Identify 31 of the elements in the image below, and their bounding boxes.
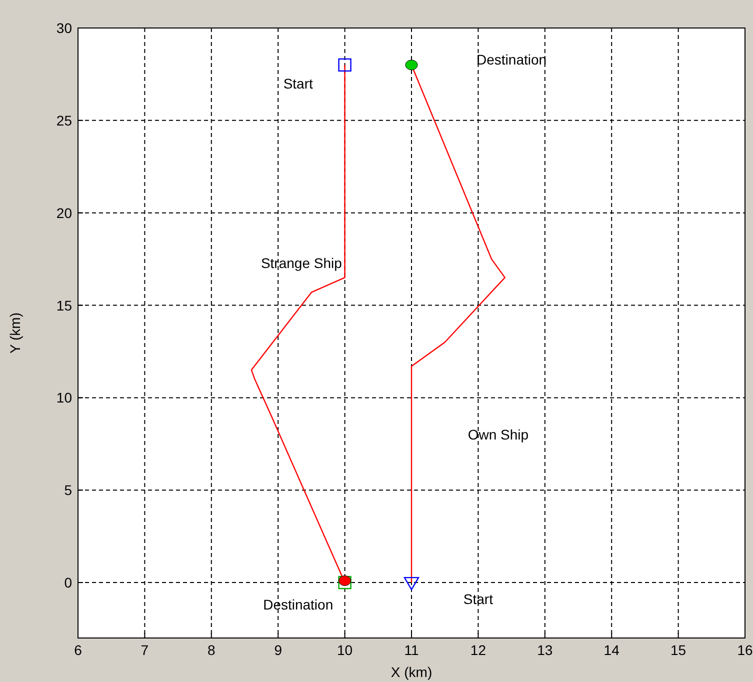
point: [338, 58, 352, 72]
x-tick-label: 15: [670, 642, 686, 658]
x-tick-label: 12: [470, 642, 486, 658]
annotation: Start: [463, 591, 494, 608]
x-tick-label: 7: [140, 642, 149, 658]
annotation: Destination: [476, 51, 547, 68]
annotation: Start: [283, 75, 313, 92]
y-tick-label: 15: [56, 297, 72, 314]
x-tick-label: 8: [208, 642, 216, 658]
x-axis-title: X (km): [390, 664, 432, 680]
point: [338, 575, 352, 586]
point: [338, 576, 352, 590]
x-tick-label: 11: [404, 642, 419, 658]
y-tick-label: 0: [64, 574, 72, 591]
annotation: Strange Ship: [260, 254, 342, 271]
x-tick-label: 14: [604, 642, 620, 658]
y-tick-label: 30: [56, 20, 72, 36]
y-tick-label: 10: [56, 390, 72, 406]
x-tick-label: 10: [337, 642, 353, 658]
x-tick-label: 9: [274, 642, 282, 658]
point: [404, 576, 420, 590]
x-tick-label: 6: [74, 642, 82, 658]
annotation: Destination: [263, 596, 334, 613]
annotation: Own Ship: [468, 426, 529, 443]
x-tick-label: 16: [737, 642, 753, 658]
y-tick-label: 25: [56, 112, 72, 128]
point: [405, 60, 418, 70]
y-tick-label: 20: [56, 204, 72, 221]
y-axis-title: Y (km): [7, 312, 23, 354]
x-tick-label: 13: [537, 642, 553, 658]
y-tick-label: 5: [64, 482, 72, 498]
